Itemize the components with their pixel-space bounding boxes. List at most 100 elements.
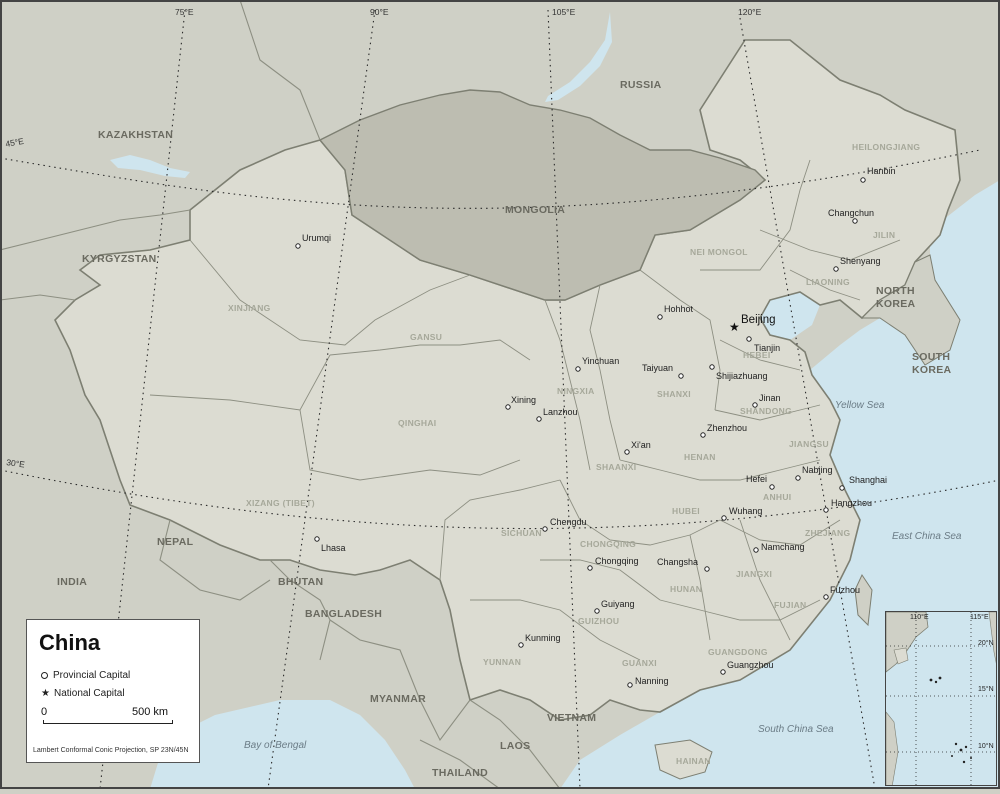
scale-end-label: 500 km — [132, 706, 169, 718]
province-sichuan: SICHUAN — [501, 528, 542, 538]
marker-chongqing — [587, 565, 593, 571]
marker-lanzhou — [536, 416, 542, 422]
label-120e: 120°E — [738, 7, 762, 17]
country-india: INDIA — [57, 576, 87, 588]
inset-islands — [929, 676, 972, 764]
marker-tianjin — [746, 336, 752, 342]
province-ningxia: NINGXIA — [557, 386, 595, 396]
country-north-korea-line2: KOREA — [876, 298, 916, 310]
provincial-capital-symbol-icon — [41, 672, 48, 679]
inset-label-115e: 115°E — [970, 614, 989, 621]
marker-changsha — [704, 566, 710, 572]
marker-guiyang — [594, 608, 600, 614]
legend-national-capital: ★ National Capital — [41, 688, 125, 699]
inset-canvas — [886, 612, 996, 785]
city-kunming: Kunming — [525, 633, 561, 643]
province-chongqing: CHONGQING — [580, 539, 636, 549]
province-liaoning: LIAONING — [806, 277, 850, 287]
legend-national-capital-label: National Capital — [53, 688, 125, 699]
water-yellow-sea: Yellow Sea — [835, 400, 885, 411]
province-xizang: XIZANG (TIBET) — [246, 498, 315, 508]
city-wuhang: Wuhang — [729, 506, 762, 516]
country-kazakhstan: KAZAKHSTAN — [98, 129, 173, 141]
province-guizhou: GUIZHOU — [578, 616, 619, 626]
city-changchun: Changchun — [828, 208, 874, 218]
country-myanmar: MYANMAR — [370, 693, 426, 705]
country-bhutan: BHUTAN — [278, 576, 323, 588]
province-shandong: SHANDONG — [740, 406, 792, 416]
country-north-korea-line1: NORTH — [876, 285, 915, 297]
graticule — [0, 9, 1000, 790]
marker-hohhot — [657, 314, 663, 320]
marker-xining — [505, 404, 511, 410]
legend-provincial-capital-label: Provincial Capital — [53, 670, 131, 681]
inset-vietnam-coast — [886, 711, 899, 785]
province-shanxi: SHANXI — [657, 389, 691, 399]
city-urumqi: Urumqi — [302, 233, 331, 243]
marker-yinchuan — [575, 366, 581, 372]
water-bay-of-bengal: Bay of Bengal — [244, 740, 307, 751]
province-hainan: HAINAN — [676, 756, 711, 766]
city-taiyuan: Taiyuan — [642, 363, 673, 373]
country-laos: LAOS — [500, 740, 530, 752]
mongolia-land — [318, 89, 767, 301]
province-henan: HENAN — [684, 452, 716, 462]
city-hanbin: Hanbin — [867, 166, 896, 176]
province-xinjiang: XINJIANG — [228, 303, 271, 313]
marker-kunming — [518, 642, 524, 648]
country-kyrgyzstan: KYRGYZSTAN — [82, 253, 157, 265]
province-hebei: HEBEI — [743, 350, 770, 360]
projection-note: Lambert Conformal Conic Projection, SP 2… — [33, 747, 189, 754]
marker-shijiazhuang — [709, 364, 715, 370]
map-legend: China Provincial Capital ★ National Capi… — [26, 619, 200, 763]
province-heilongjiang: HEILONGJIANG — [852, 142, 920, 152]
province-gansu: GANSU — [410, 332, 442, 342]
province-borders — [149, 159, 901, 661]
city-shenyang: Shenyang — [840, 256, 881, 266]
province-guangdong: GUANGDONG — [708, 647, 768, 657]
city-nanning: Nanning — [635, 676, 669, 686]
marker-xian — [624, 449, 630, 455]
marker-changchun — [852, 218, 858, 224]
city-hangzhou: Hangzhou — [831, 498, 872, 508]
city-fuzhou: Fuzhou — [830, 585, 860, 595]
legend-title: China — [39, 630, 101, 655]
province-anhui: ANHUI — [763, 492, 791, 502]
city-namchang: Namchang — [761, 542, 805, 552]
city-hefei: Hefei — [746, 474, 767, 484]
province-jiangsu: JIANGSU — [789, 439, 829, 449]
marker-wuhang — [721, 515, 727, 521]
taiwan-island — [854, 573, 873, 627]
scale-bar — [43, 720, 173, 724]
inset-label-10n: 10°N — [978, 743, 994, 750]
city-lhasa: Lhasa — [321, 543, 346, 553]
marker-hangzhou — [823, 507, 829, 513]
korea-peninsula — [860, 254, 961, 366]
city-lanzhou: Lanzhou — [543, 407, 578, 417]
marker-lhasa — [314, 536, 320, 542]
inset-graticule — [886, 612, 996, 785]
scale-start-label: 0 — [41, 706, 48, 718]
marker-shanghai — [839, 485, 845, 491]
label-105e: 105°E — [552, 7, 576, 17]
label-75e: 75°E — [175, 7, 194, 17]
city-jinan: Jinan — [759, 393, 781, 403]
province-fujian: FUJIAN — [774, 600, 807, 610]
city-guangzhou: Guangzhou — [727, 660, 774, 670]
inset-hainan — [893, 647, 909, 665]
water-east-china-sea: East China Sea — [892, 531, 962, 542]
bohai-sea-area — [760, 292, 820, 340]
inset-mainland — [886, 612, 929, 673]
marker-taiyuan — [678, 373, 684, 379]
city-guiyang: Guiyang — [601, 599, 635, 609]
country-mongolia: MONGOLIA — [505, 204, 565, 216]
national-capital-star-icon: ★ — [41, 687, 50, 699]
marker-hanbin — [860, 177, 866, 183]
lake-baikal — [545, 12, 612, 102]
city-chongqing: Chongqing — [595, 556, 639, 566]
south-china-sea-inset: 110°E 115°E 20°N 15°N 10°N — [885, 611, 997, 786]
country-bangladesh: BANGLADESH — [305, 608, 382, 620]
province-zhejiang: ZHEJIANG — [805, 528, 850, 538]
country-russia: RUSSIA — [620, 79, 662, 91]
